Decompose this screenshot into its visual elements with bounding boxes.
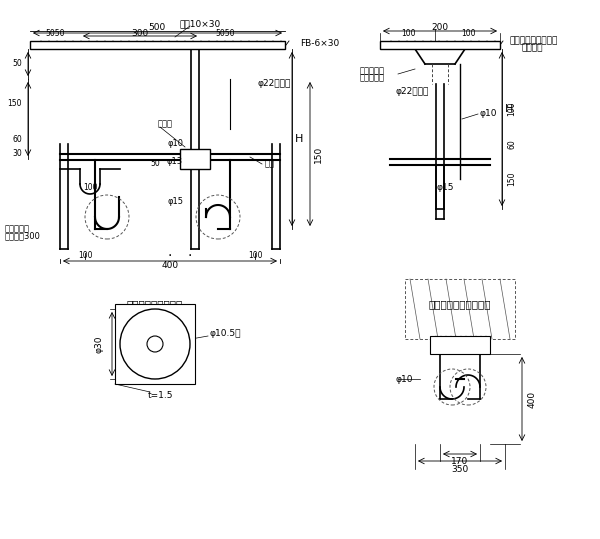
Text: φ13: φ13 (167, 156, 183, 165)
Text: 物干用大ワッシャー: 物干用大ワッシャー (127, 299, 183, 309)
Text: φ10: φ10 (167, 140, 183, 149)
Text: 溶接: 溶接 (265, 160, 275, 169)
Text: φ22パイプ: φ22パイプ (395, 86, 428, 95)
Text: 500: 500 (148, 24, 166, 32)
Text: φ15: φ15 (436, 183, 454, 191)
Text: 先端より300: 先端より300 (5, 231, 41, 240)
Text: 天井仕上面: 天井仕上面 (360, 73, 385, 82)
Text: 100: 100 (508, 102, 517, 116)
Text: アルミ補助吊物干金物: アルミ補助吊物干金物 (429, 299, 491, 309)
Text: 150: 150 (7, 100, 22, 108)
Text: t=1.5: t=1.5 (147, 391, 173, 400)
Bar (430, 336, 490, 354)
Text: 60: 60 (508, 139, 517, 149)
Text: 170: 170 (451, 457, 469, 466)
Text: H: H (505, 104, 514, 114)
Text: 60: 60 (12, 135, 22, 143)
Text: バルコニー: バルコニー (5, 225, 30, 233)
Text: ·: · (188, 249, 192, 263)
Text: 200: 200 (431, 23, 449, 31)
Text: 150: 150 (314, 146, 323, 163)
Bar (180, 149, 210, 169)
Text: FB-6×30: FB-6×30 (300, 38, 339, 47)
Text: 5050: 5050 (215, 29, 235, 38)
Text: φ30: φ30 (94, 335, 103, 353)
Text: 100: 100 (461, 30, 475, 38)
Text: 400: 400 (527, 390, 536, 407)
Text: 50: 50 (150, 160, 160, 169)
Text: 350: 350 (451, 465, 469, 473)
Text: 5050: 5050 (45, 29, 65, 38)
Text: φ10: φ10 (480, 109, 497, 119)
Text: かしめ: かしめ (157, 120, 173, 128)
Text: φ10.5穴: φ10.5穴 (210, 329, 241, 338)
Text: ·: · (168, 249, 172, 263)
Text: 100: 100 (78, 252, 92, 260)
Text: バルコニー: バルコニー (360, 66, 385, 75)
Text: H: H (295, 134, 304, 144)
Text: 400: 400 (161, 261, 179, 271)
Text: 30: 30 (12, 149, 22, 158)
Text: 50: 50 (12, 59, 22, 68)
Text: 300: 300 (131, 29, 149, 38)
Text: 100: 100 (83, 183, 97, 191)
Text: 100: 100 (248, 252, 262, 260)
Bar (405, 279, 515, 339)
Text: スライドインサート: スライドインサート (510, 37, 559, 45)
Text: （別途）: （別途） (522, 44, 544, 52)
Text: 長穴10×30: 長穴10×30 (179, 19, 221, 29)
Text: φ22パイプ: φ22パイプ (258, 79, 292, 88)
Bar (30, 41, 285, 49)
Text: 100: 100 (401, 30, 415, 38)
Bar (380, 41, 500, 49)
Text: φ15: φ15 (167, 197, 183, 205)
Text: φ10: φ10 (395, 375, 413, 384)
Bar (115, 304, 195, 384)
Text: 150: 150 (508, 172, 517, 186)
